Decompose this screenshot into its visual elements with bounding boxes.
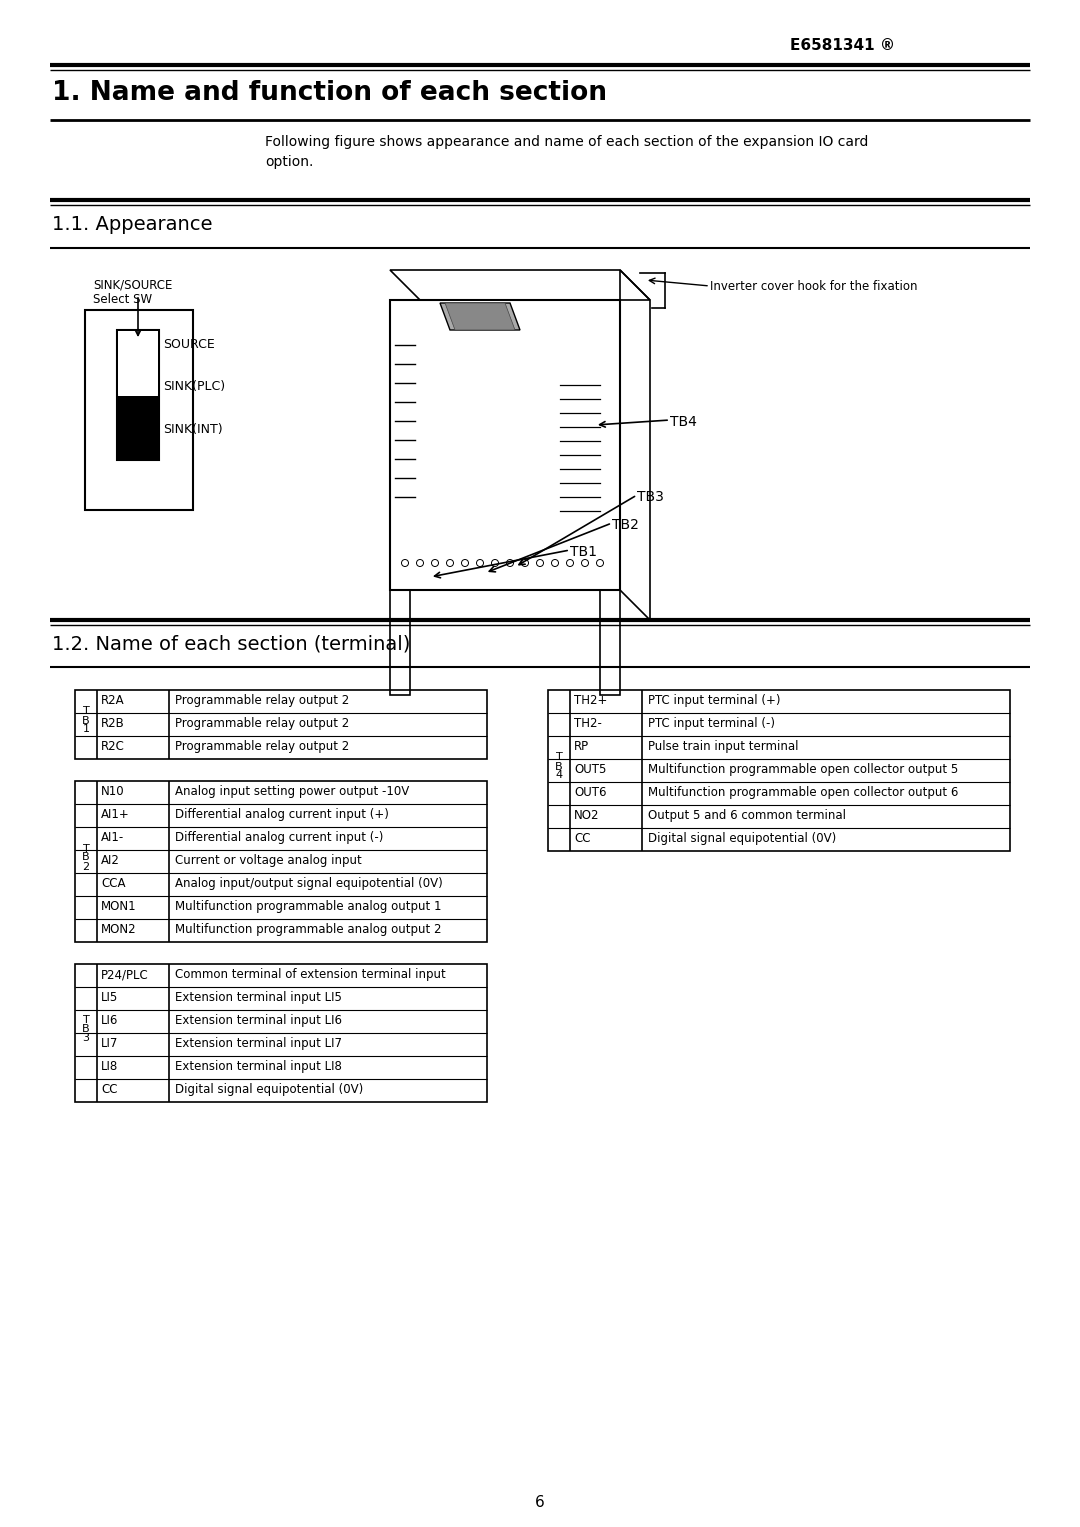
Text: TB2: TB2 — [612, 518, 639, 531]
Text: TH2+: TH2+ — [573, 693, 607, 707]
Text: T: T — [83, 843, 90, 854]
Text: R2B: R2B — [102, 718, 125, 730]
Text: SINK/SOURCE
Select SW: SINK/SOURCE Select SW — [93, 278, 173, 305]
Text: Extension terminal input LI7: Extension terminal input LI7 — [175, 1037, 342, 1051]
Text: Programmable relay output 2: Programmable relay output 2 — [175, 718, 349, 730]
Text: E6581341 ®: E6581341 ® — [789, 38, 895, 53]
Text: Pulse train input terminal: Pulse train input terminal — [648, 741, 798, 753]
Text: Output 5 and 6 common terminal: Output 5 and 6 common terminal — [648, 809, 846, 822]
Text: B: B — [82, 1025, 90, 1034]
Text: N10: N10 — [102, 785, 124, 799]
Text: 6: 6 — [535, 1495, 545, 1510]
Text: B: B — [82, 716, 90, 725]
Text: LI8: LI8 — [102, 1060, 118, 1073]
Bar — [118, 395, 158, 460]
Text: Analog input/output signal equipotential (0V): Analog input/output signal equipotential… — [175, 876, 443, 890]
Text: CCA: CCA — [102, 876, 125, 890]
Text: OUT5: OUT5 — [573, 764, 606, 776]
Polygon shape — [440, 302, 519, 330]
Text: RP: RP — [573, 741, 589, 753]
Text: AI1+: AI1+ — [102, 808, 130, 822]
Text: TH2-: TH2- — [573, 718, 602, 730]
Text: LI5: LI5 — [102, 991, 118, 1003]
Text: option.: option. — [265, 156, 313, 169]
Text: AI1-: AI1- — [102, 831, 124, 844]
Bar — [75, 964, 487, 1102]
Text: Current or voltage analog input: Current or voltage analog input — [175, 854, 362, 867]
Text: TB1: TB1 — [570, 545, 597, 559]
Text: LI7: LI7 — [102, 1037, 119, 1051]
Bar — [85, 310, 193, 510]
Text: T: T — [83, 707, 90, 716]
Text: MON2: MON2 — [102, 922, 137, 936]
Text: OUT6: OUT6 — [573, 786, 607, 799]
Text: 1.1. Appearance: 1.1. Appearance — [52, 215, 213, 234]
Text: Multifunction programmable open collector output 6: Multifunction programmable open collecto… — [648, 786, 958, 799]
Text: NO2: NO2 — [573, 809, 599, 822]
Text: CC: CC — [573, 832, 591, 844]
Text: Digital signal equipotential (0V): Digital signal equipotential (0V) — [175, 1083, 363, 1096]
Text: Extension terminal input LI6: Extension terminal input LI6 — [175, 1014, 342, 1028]
Text: Digital signal equipotential (0V): Digital signal equipotential (0V) — [648, 832, 836, 844]
Text: Extension terminal input LI8: Extension terminal input LI8 — [175, 1060, 342, 1073]
Text: Programmable relay output 2: Programmable relay output 2 — [175, 693, 349, 707]
Text: SINK(PLC): SINK(PLC) — [163, 380, 225, 392]
Text: P24/PLC: P24/PLC — [102, 968, 149, 980]
Text: 4: 4 — [555, 771, 563, 780]
Bar — [117, 330, 159, 460]
Text: Analog input setting power output -10V: Analog input setting power output -10V — [175, 785, 409, 799]
Text: 3: 3 — [82, 1032, 90, 1043]
Text: Inverter cover hook for the fixation: Inverter cover hook for the fixation — [710, 279, 918, 293]
Text: 1: 1 — [82, 724, 90, 734]
Text: Following figure shows appearance and name of each section of the expansion IO c: Following figure shows appearance and na… — [265, 134, 868, 150]
Text: Differential analog current input (-): Differential analog current input (-) — [175, 831, 383, 844]
Text: AI2: AI2 — [102, 854, 120, 867]
Text: LI6: LI6 — [102, 1014, 119, 1028]
Text: B: B — [82, 852, 90, 863]
Text: Common terminal of extension terminal input: Common terminal of extension terminal in… — [175, 968, 446, 980]
Text: R2C: R2C — [102, 741, 125, 753]
Text: SINK(INT): SINK(INT) — [163, 423, 222, 437]
Text: MON1: MON1 — [102, 899, 137, 913]
Text: Multifunction programmable analog output 1: Multifunction programmable analog output… — [175, 899, 442, 913]
Text: 1.2. Name of each section (terminal): 1.2. Name of each section (terminal) — [52, 634, 410, 654]
Text: SOURCE: SOURCE — [163, 337, 215, 351]
Text: Programmable relay output 2: Programmable relay output 2 — [175, 741, 349, 753]
Text: TB3: TB3 — [637, 490, 664, 504]
Bar — [75, 690, 487, 759]
Text: 2: 2 — [82, 861, 90, 872]
Text: R2A: R2A — [102, 693, 124, 707]
Text: PTC input terminal (-): PTC input terminal (-) — [648, 718, 775, 730]
Text: B: B — [555, 762, 563, 771]
Text: Multifunction programmable analog output 2: Multifunction programmable analog output… — [175, 922, 442, 936]
Text: Differential analog current input (+): Differential analog current input (+) — [175, 808, 389, 822]
Bar — [118, 331, 158, 394]
Text: T: T — [555, 753, 563, 762]
Text: CC: CC — [102, 1083, 118, 1096]
Text: TB4: TB4 — [670, 415, 697, 429]
Bar — [75, 780, 487, 942]
Text: Multifunction programmable open collector output 5: Multifunction programmable open collecto… — [648, 764, 958, 776]
Text: 1. Name and function of each section: 1. Name and function of each section — [52, 79, 607, 105]
Bar — [548, 690, 1010, 851]
Text: PTC input terminal (+): PTC input terminal (+) — [648, 693, 781, 707]
Text: Extension terminal input LI5: Extension terminal input LI5 — [175, 991, 342, 1003]
Text: T: T — [83, 1015, 90, 1025]
Polygon shape — [445, 302, 515, 330]
